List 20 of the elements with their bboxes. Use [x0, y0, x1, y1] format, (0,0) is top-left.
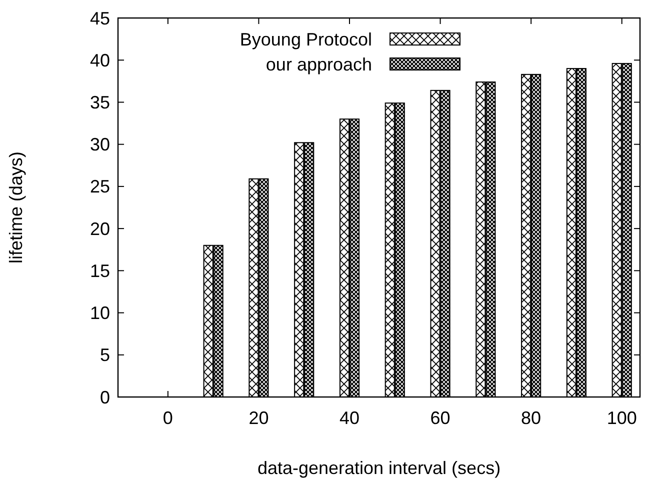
- y-tick-label: 20: [90, 218, 110, 239]
- x-tick-label: 100: [606, 408, 637, 428]
- x-tick-label: 0: [162, 408, 173, 428]
- x-axis-title: data-generation interval (secs): [257, 458, 501, 478]
- x-tick-label: 40: [339, 408, 360, 428]
- y-tick-label: 35: [90, 92, 110, 113]
- x-tick-label: 60: [430, 408, 450, 428]
- y-tick-label: 5: [100, 345, 110, 366]
- y-axis-title: lifetime (days): [6, 151, 26, 264]
- legend-label: Byoung Protocol: [240, 29, 372, 50]
- y-tick-label: 10: [90, 303, 110, 324]
- y-tick-label: 0: [100, 387, 110, 408]
- x-tick-label: 20: [248, 408, 269, 428]
- x-tick-label: 80: [521, 408, 542, 428]
- y-tick-label: 25: [90, 176, 110, 197]
- y-tick-label: 45: [90, 8, 110, 28]
- legend-label: our approach: [266, 54, 372, 74]
- y-tick-label: 15: [90, 260, 110, 281]
- y-tick-label: 30: [90, 134, 110, 155]
- y-tick-label: 40: [90, 50, 110, 70]
